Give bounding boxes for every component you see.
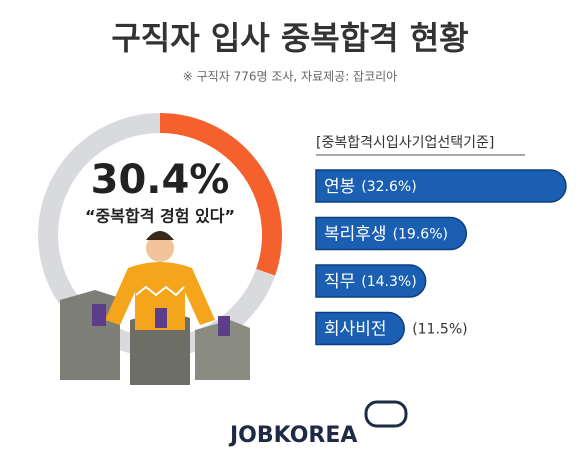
bar-value-label: (11.5%) (412, 322, 467, 338)
donut-annotation: “중복합격 경험 있다” (85, 207, 235, 226)
bar-category-label: 연봉 (324, 177, 355, 197)
footer-logo: JOBKOREA (228, 423, 357, 448)
donut-segment (159, 113, 282, 276)
hair (146, 231, 174, 240)
sweater (105, 262, 215, 330)
bar-chart-title: [중복합격시입사기업선택기준] (316, 135, 494, 151)
paper (155, 308, 167, 328)
bar-category-label: 직무 (324, 272, 355, 292)
bar (315, 264, 427, 298)
paper (92, 304, 106, 326)
logo-icon (364, 400, 408, 428)
bar (315, 216, 468, 251)
bar (315, 311, 405, 346)
illustration (60, 231, 250, 385)
bar (315, 169, 567, 203)
bar-value-label: (14.3%) (361, 274, 416, 290)
bar-value-label: (32.6%) (361, 179, 416, 195)
bar-chart: 연봉 (32.6%) 복리후생 (19.6%) 직무 (14.3%) 회사비전 (11.5%) (315, 169, 567, 346)
building (60, 290, 120, 380)
sweater-pattern (135, 285, 185, 297)
building (195, 320, 250, 380)
donut-value-label: 30.4% (91, 157, 230, 203)
title: 구직자 입사 중복합격 현황 (111, 19, 468, 57)
bar-category-label: 복리후생 (324, 225, 387, 245)
head (146, 234, 174, 262)
bar-value-label: (19.6%) (393, 227, 448, 243)
subtitle: ※ 구직자 776명 조사, 자료제공: 잡코리아 (183, 70, 397, 84)
paper (218, 316, 230, 336)
bar-category-label: 회사비전 (324, 320, 387, 340)
